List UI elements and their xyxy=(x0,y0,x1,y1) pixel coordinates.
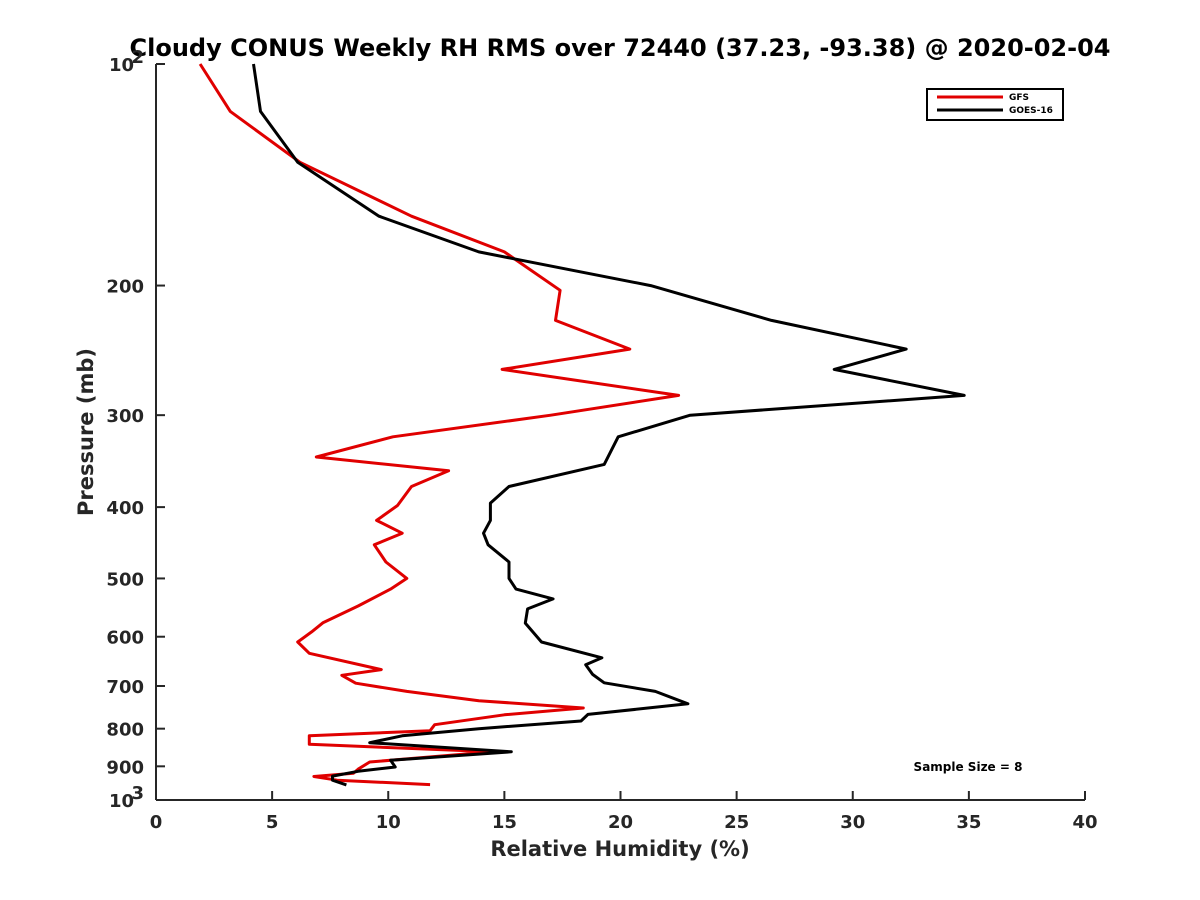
y-axis-label: Pressure (mb) xyxy=(74,348,98,516)
x-tick-label: 10 xyxy=(376,812,401,833)
chart-title: Cloudy CONUS Weekly RH RMS over 72440 (3… xyxy=(130,34,1111,62)
x-tick-label: 40 xyxy=(1072,812,1097,833)
sample-size-annotation: Sample Size = 8 xyxy=(914,760,1023,774)
x-tick-label: 25 xyxy=(724,812,749,833)
plot-area: 0 5 10 15 20 25 30 35 40102200300400500600700800… xyxy=(106,47,1097,833)
legend-label-0: GFS xyxy=(1009,93,1029,103)
series-line-0 xyxy=(198,63,681,787)
x-tick-label: 20 xyxy=(608,812,633,833)
legend-box xyxy=(926,88,1064,121)
x-tick-label: 30 xyxy=(840,812,865,833)
legend-label-1: GOES-16 xyxy=(1009,106,1053,116)
x-tick-label: 0 xyxy=(150,812,163,833)
series-line-1 xyxy=(252,63,966,787)
y-tick-label: 800 xyxy=(106,720,144,741)
y-tick-label: 900 xyxy=(106,757,144,778)
x-tick-label: 35 xyxy=(956,812,981,833)
x-tick-label: 15 xyxy=(492,812,517,833)
y-tick-label: 10 xyxy=(109,791,134,812)
y-tick-label: 10 xyxy=(109,55,134,76)
x-axis-label: Relative Humidity (%) xyxy=(490,837,749,861)
y-tick-exponent: 2 xyxy=(131,47,144,68)
y-tick-exponent: 3 xyxy=(131,783,144,804)
x-tick-label: 5 xyxy=(266,812,279,833)
y-tick-label: 500 xyxy=(106,569,144,590)
y-tick-label: 600 xyxy=(106,628,144,649)
y-tick-label: 400 xyxy=(106,498,144,519)
y-tick-label: 700 xyxy=(106,677,144,698)
y-tick-label: 200 xyxy=(106,277,144,298)
y-tick-label: 300 xyxy=(106,406,144,427)
